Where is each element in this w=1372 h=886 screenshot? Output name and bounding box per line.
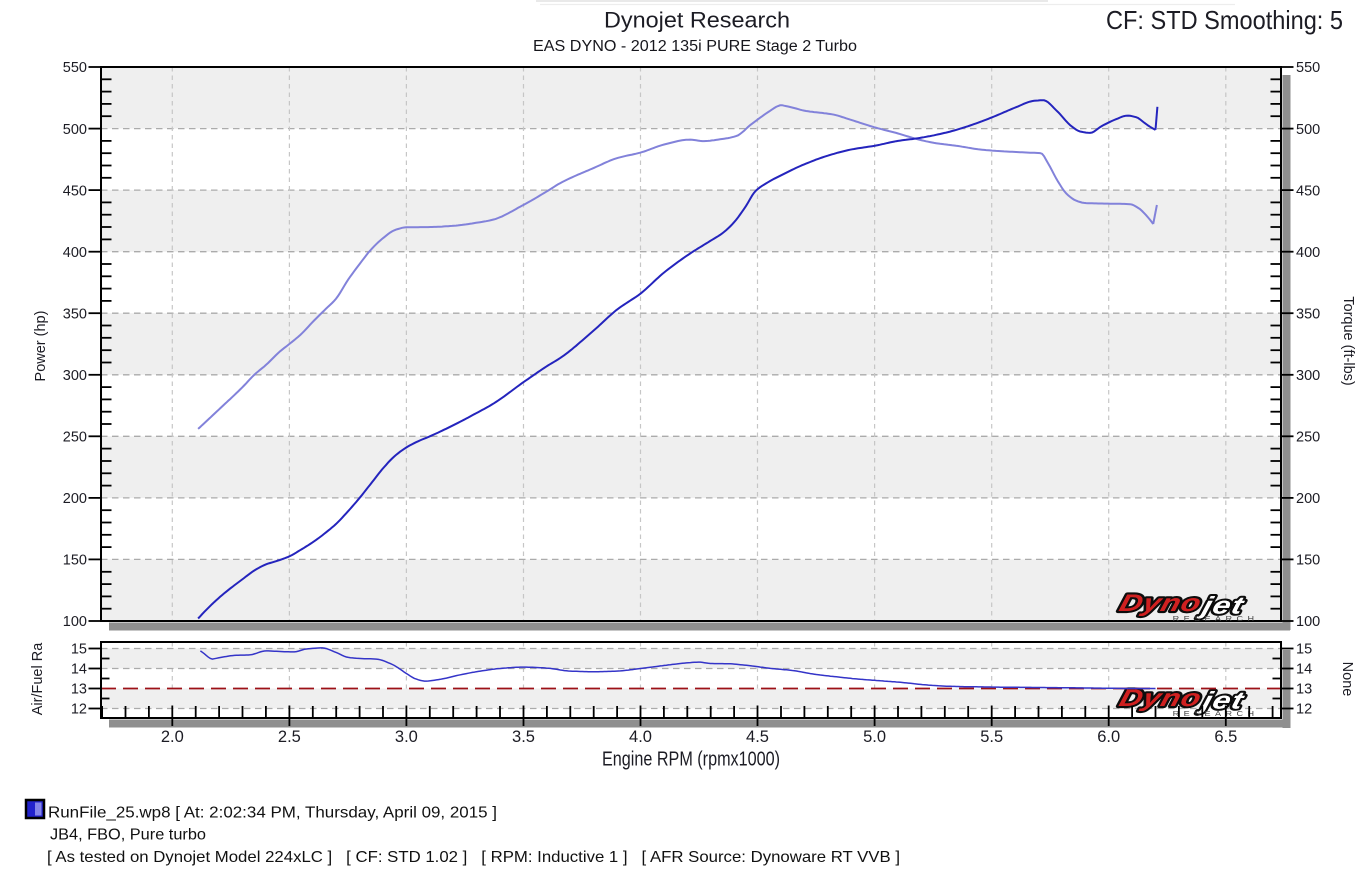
svg-text:5.0: 5.0 bbox=[863, 728, 886, 746]
svg-text:14: 14 bbox=[1296, 662, 1312, 678]
svg-text:JB4, FBO, Pure turbo: JB4, FBO, Pure turbo bbox=[50, 827, 206, 844]
svg-text:150: 150 bbox=[1296, 553, 1320, 569]
svg-text:6.5: 6.5 bbox=[1214, 728, 1237, 746]
svg-text:Air/Fuel Ra: Air/Fuel Ra bbox=[30, 642, 46, 715]
svg-text:2.0: 2.0 bbox=[161, 728, 184, 746]
svg-text:500: 500 bbox=[1296, 122, 1320, 138]
svg-text:12: 12 bbox=[71, 702, 87, 718]
svg-text:500: 500 bbox=[63, 122, 87, 138]
svg-text:550: 550 bbox=[63, 60, 87, 76]
svg-text:100: 100 bbox=[63, 614, 87, 630]
svg-text:Dyno: Dyno bbox=[1117, 589, 1206, 616]
svg-text:15: 15 bbox=[1296, 642, 1312, 658]
svg-text:RESEARCH: RESEARCH bbox=[1173, 615, 1259, 623]
svg-text:EAS DYNO - 2012 135i PURE Stag: EAS DYNO - 2012 135i PURE Stage 2 Turbo bbox=[533, 38, 857, 55]
svg-text:200: 200 bbox=[1296, 491, 1320, 507]
svg-text:RunFile_25.wp8 [ At: 2:02:34 P: RunFile_25.wp8 [ At: 2:02:34 PM, Thursda… bbox=[48, 805, 497, 822]
svg-text:15: 15 bbox=[71, 642, 87, 658]
svg-text:Dynojet Research: Dynojet Research bbox=[604, 8, 790, 33]
svg-text:Dyno: Dyno bbox=[1117, 589, 1206, 616]
svg-text:6.0: 6.0 bbox=[1097, 728, 1120, 746]
svg-text:13: 13 bbox=[71, 682, 87, 698]
svg-text:250: 250 bbox=[63, 430, 87, 446]
svg-text:4.5: 4.5 bbox=[746, 728, 769, 746]
svg-text:150: 150 bbox=[63, 553, 87, 569]
svg-text:None: None bbox=[1339, 662, 1355, 697]
svg-text:5.5: 5.5 bbox=[980, 728, 1003, 746]
svg-text:400: 400 bbox=[1296, 245, 1320, 261]
svg-text:Engine RPM (rpmx1000): Engine RPM (rpmx1000) bbox=[602, 749, 780, 771]
svg-text:CF: STD Smoothing: 5: CF: STD Smoothing: 5 bbox=[1106, 5, 1343, 35]
svg-text:13: 13 bbox=[1296, 682, 1312, 698]
svg-text:200: 200 bbox=[63, 491, 87, 507]
svg-text:12: 12 bbox=[1296, 702, 1312, 718]
svg-text:3.0: 3.0 bbox=[395, 728, 418, 746]
svg-text:350: 350 bbox=[63, 306, 87, 322]
svg-text:350: 350 bbox=[1296, 306, 1320, 322]
svg-text:4.0: 4.0 bbox=[629, 728, 652, 746]
svg-text:550: 550 bbox=[1296, 60, 1320, 76]
svg-text:3.5: 3.5 bbox=[512, 728, 535, 746]
svg-text:jet: jet bbox=[1195, 591, 1248, 618]
svg-text:Power (hp): Power (hp) bbox=[33, 311, 49, 382]
svg-text:14: 14 bbox=[71, 662, 87, 678]
svg-text:100: 100 bbox=[1296, 614, 1320, 630]
svg-text:Torque (ft-lbs): Torque (ft-lbs) bbox=[1340, 296, 1356, 385]
svg-text:RESEARCH: RESEARCH bbox=[1173, 710, 1259, 718]
svg-text:300: 300 bbox=[1296, 368, 1320, 384]
svg-text:400: 400 bbox=[63, 245, 87, 261]
svg-text:[ As tested on Dynojet Model 2: [ As tested on Dynojet Model 224xLC ] [ … bbox=[47, 849, 900, 866]
svg-text:300: 300 bbox=[63, 368, 87, 384]
svg-text:250: 250 bbox=[1296, 430, 1320, 446]
svg-text:2.5: 2.5 bbox=[278, 728, 301, 746]
svg-text:450: 450 bbox=[63, 183, 87, 199]
svg-text:450: 450 bbox=[1296, 183, 1320, 199]
